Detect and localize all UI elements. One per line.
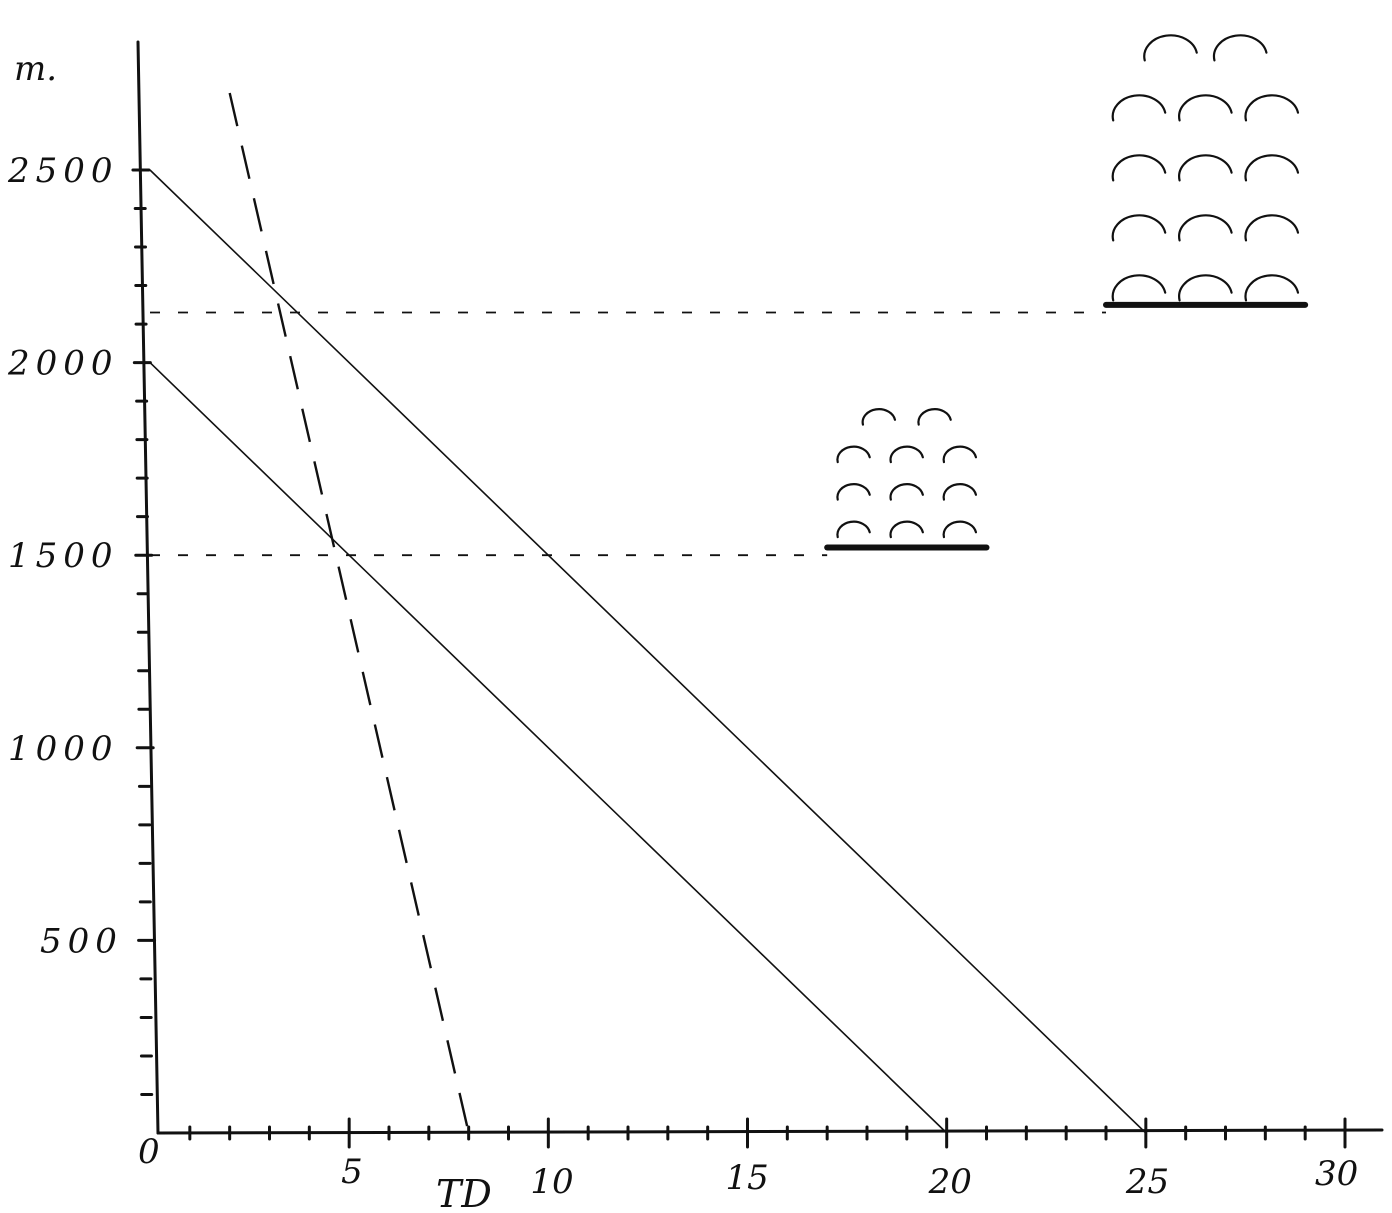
x-tick-label: 20: [928, 1162, 972, 1202]
cloud-puff: [1111, 154, 1167, 182]
cloud-puff: [1111, 214, 1167, 242]
cloud-puff: [942, 445, 978, 464]
cloud-puff: [1244, 94, 1300, 122]
cloud-large: [1103, 34, 1309, 308]
cloud-small: [824, 408, 990, 551]
series-line-1: [149, 362, 948, 1134]
y-tick-label: 2000: [7, 344, 119, 384]
x-tick-label: 15: [726, 1158, 769, 1198]
cloud-puff: [889, 483, 924, 501]
y-axis-line: [136, 40, 160, 1135]
cloud-puff: [861, 408, 897, 426]
cloud-puff: [942, 483, 978, 501]
y-tick-label: 500: [40, 921, 123, 961]
cloud-puff: [1178, 94, 1233, 122]
cloud-puff: [1244, 214, 1300, 242]
x-tick-label: 10: [530, 1162, 573, 1202]
cloud-puff: [942, 520, 978, 539]
cloud-puff: [1244, 154, 1300, 182]
series-dashed-line: [228, 92, 470, 1134]
y-axis-label: m.: [14, 49, 57, 89]
cloud-puff: [889, 445, 924, 464]
x-tick-label: 25: [1125, 1162, 1169, 1202]
cloud-puff: [1111, 274, 1167, 302]
cloud-puff: [1244, 274, 1300, 302]
cloud-puff: [1111, 94, 1167, 122]
cloud-puff: [1143, 34, 1198, 62]
cloud-puff: [1212, 34, 1268, 62]
x-axis-label: TD: [436, 1172, 492, 1213]
y-tick-label: 2500: [7, 151, 119, 191]
cloud-puff: [836, 483, 871, 501]
cloud-puff: [1178, 154, 1233, 182]
x-tick-label: 5: [341, 1152, 363, 1192]
cloud-puff: [1178, 214, 1233, 242]
clouds: [824, 34, 1309, 551]
cloud-puff: [1178, 274, 1233, 302]
labels: m. TD 0 5 10 15 20 25 30 500 1000 1500 2000 2500: [7, 49, 1358, 1213]
x-tick-label: 0: [138, 1132, 160, 1172]
cloud-puff: [836, 520, 871, 539]
y-tick-label: 1000: [8, 729, 119, 769]
reference-guides: [150, 311, 1106, 557]
series-group: [149, 92, 1147, 1134]
x-tick-label: 30: [1315, 1154, 1358, 1194]
cloud-puff: [836, 445, 871, 464]
x-axis-line: [156, 1128, 1384, 1135]
cloud-puff: [917, 408, 952, 426]
series-line-2: [149, 169, 1147, 1134]
cloud-puff: [889, 520, 924, 539]
y-tick-label: 1500: [8, 536, 119, 576]
axes: [131, 40, 1384, 1149]
